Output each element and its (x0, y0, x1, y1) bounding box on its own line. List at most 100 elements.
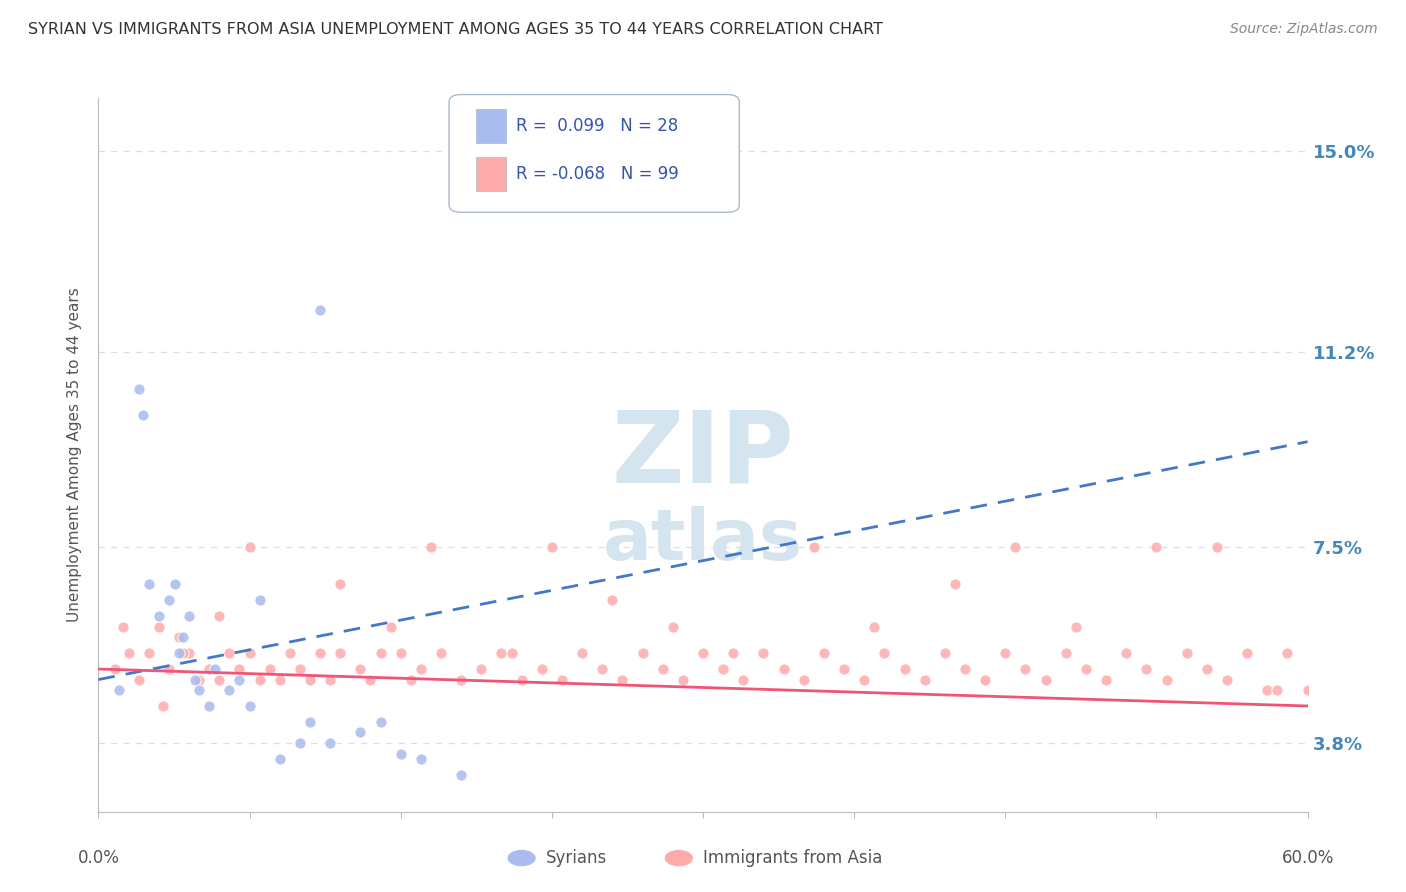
Point (228, 662, 250, 676)
Point (148, 620, 170, 634)
Point (672, 673, 695, 687)
Point (118, 646, 141, 660)
Point (1146, 541, 1168, 555)
Point (288, 662, 311, 676)
Point (188, 673, 211, 687)
Text: 0.0%: 0.0% (77, 848, 120, 867)
Point (793, 673, 815, 687)
Text: ZIP: ZIP (612, 407, 794, 503)
Point (1156, 673, 1178, 687)
Point (329, 577, 352, 591)
Y-axis label: Unemployment Among Ages 35 to 44 years: Unemployment Among Ages 35 to 44 years (67, 287, 83, 623)
Point (450, 768, 472, 782)
Point (772, 662, 794, 676)
Point (591, 662, 613, 676)
Point (1267, 683, 1289, 698)
Point (420, 541, 443, 555)
Point (148, 609, 170, 624)
Point (813, 646, 835, 660)
Point (198, 662, 221, 676)
Point (128, 382, 150, 396)
Point (288, 736, 311, 750)
Point (450, 673, 472, 687)
Point (1054, 646, 1077, 660)
Point (389, 747, 412, 761)
Point (249, 673, 271, 687)
Text: R = -0.068   N = 99: R = -0.068 N = 99 (516, 165, 678, 183)
Point (501, 646, 523, 660)
Text: atlas: atlas (603, 506, 803, 575)
Point (1064, 620, 1087, 634)
Point (974, 673, 997, 687)
Point (309, 646, 332, 660)
Point (389, 646, 412, 660)
Point (167, 646, 190, 660)
Point (1236, 646, 1258, 660)
Point (571, 646, 593, 660)
Point (651, 662, 673, 676)
Text: Syrians: Syrians (546, 849, 607, 867)
Point (491, 646, 513, 660)
Point (1296, 683, 1319, 698)
Point (218, 683, 240, 698)
Point (370, 646, 392, 660)
Point (1256, 683, 1278, 698)
Point (239, 698, 262, 713)
Point (157, 662, 180, 676)
Point (329, 646, 352, 660)
Point (259, 662, 281, 676)
Point (832, 662, 855, 676)
Point (152, 698, 174, 713)
Point (409, 752, 432, 766)
FancyBboxPatch shape (449, 95, 740, 212)
Point (530, 662, 553, 676)
Point (111, 620, 134, 634)
Point (612, 673, 634, 687)
Point (994, 646, 1017, 660)
FancyBboxPatch shape (475, 109, 506, 143)
Point (1004, 541, 1026, 555)
Point (470, 662, 492, 676)
Point (1115, 646, 1137, 660)
Point (349, 662, 371, 676)
Point (103, 662, 125, 676)
Point (249, 593, 271, 607)
Circle shape (508, 849, 536, 867)
Point (1206, 541, 1229, 555)
Point (430, 646, 453, 660)
Point (409, 662, 432, 676)
Point (239, 541, 262, 555)
Point (711, 662, 734, 676)
Point (1357, 646, 1379, 660)
Point (269, 752, 291, 766)
Point (752, 646, 775, 660)
Point (107, 683, 129, 698)
Point (1195, 662, 1218, 676)
Point (399, 673, 422, 687)
Text: SYRIAN VS IMMIGRANTS FROM ASIA UNEMPLOYMENT AMONG AGES 35 TO 44 YEARS CORRELATIO: SYRIAN VS IMMIGRANTS FROM ASIA UNEMPLOYM… (28, 22, 883, 37)
Point (803, 541, 825, 555)
Point (662, 620, 685, 634)
Point (172, 646, 194, 660)
Point (733, 673, 755, 687)
Point (692, 646, 714, 660)
Point (631, 646, 654, 660)
Text: R =  0.099   N = 28: R = 0.099 N = 28 (516, 117, 678, 135)
Point (228, 673, 250, 687)
Point (1014, 662, 1036, 676)
Point (1035, 673, 1057, 687)
Text: Immigrants from Asia: Immigrants from Asia (703, 849, 883, 867)
Point (510, 673, 533, 687)
Point (138, 577, 160, 591)
Point (349, 725, 371, 739)
FancyBboxPatch shape (475, 157, 506, 191)
Point (163, 577, 186, 591)
Point (157, 593, 180, 607)
Point (299, 673, 322, 687)
Point (863, 620, 886, 634)
Point (853, 673, 876, 687)
Point (1135, 662, 1157, 676)
Point (138, 646, 160, 660)
Point (541, 541, 564, 555)
Point (380, 620, 402, 634)
